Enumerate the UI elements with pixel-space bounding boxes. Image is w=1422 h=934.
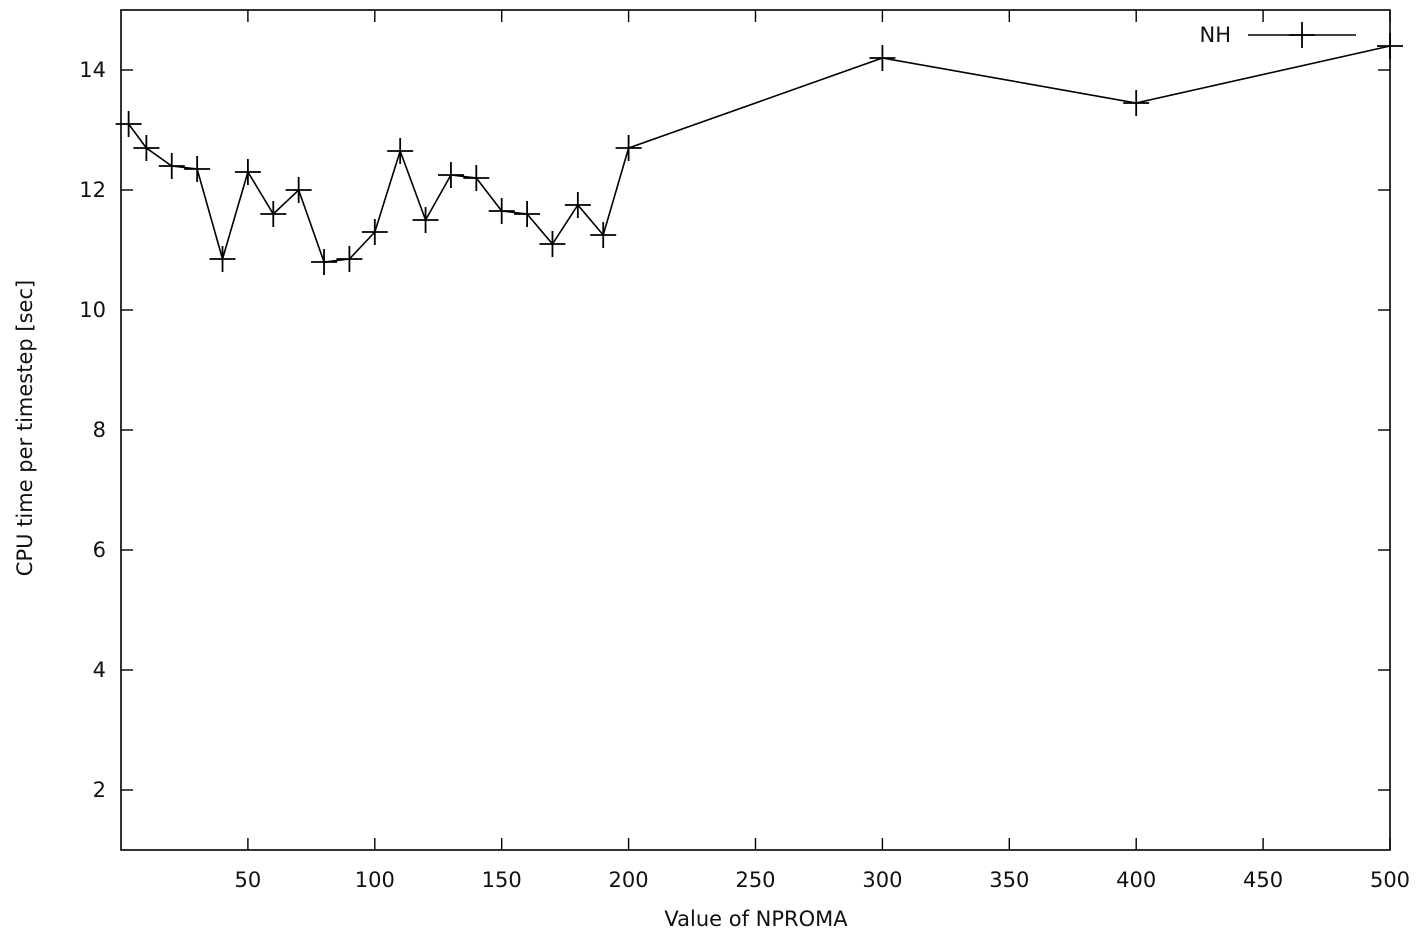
- data-point: [539, 231, 566, 257]
- x-tick-label: 350: [989, 868, 1029, 892]
- y-axis-title: CPU time per timestep [sec]: [13, 280, 37, 576]
- y-tick-label: 8: [93, 418, 106, 442]
- data-point: [260, 201, 287, 227]
- data-point: [133, 135, 160, 161]
- y-tick-label: 4: [93, 658, 106, 682]
- data-point: [387, 138, 414, 164]
- data-point: [564, 192, 591, 218]
- data-point: [615, 135, 642, 161]
- legend-marker: [1289, 22, 1315, 48]
- x-tick-label: 500: [1370, 868, 1410, 892]
- data-point: [234, 159, 261, 185]
- x-tick-label: 150: [482, 868, 522, 892]
- data-point: [209, 246, 236, 272]
- data-point: [463, 165, 490, 191]
- data-point: [488, 198, 515, 224]
- data-point: [590, 222, 617, 248]
- data-point: [336, 246, 363, 272]
- legend: NH: [1200, 23, 1232, 47]
- data-point: [412, 207, 439, 233]
- data-point: [437, 162, 464, 188]
- y-tick-label: 6: [93, 538, 106, 562]
- legend-label: NH: [1200, 23, 1232, 47]
- plot-frame: [120, 9, 1391, 851]
- x-tick-label: 50: [235, 868, 262, 892]
- x-tick-label: 100: [355, 868, 395, 892]
- y-tick-label: 12: [79, 178, 106, 202]
- data-point: [514, 201, 541, 227]
- data-point: [285, 177, 312, 203]
- x-tick-label: 400: [1116, 868, 1156, 892]
- data-point: [158, 153, 185, 179]
- x-tick-label: 300: [862, 868, 902, 892]
- data-point: [115, 111, 142, 137]
- y-tick-label: 10: [79, 298, 106, 322]
- plot-layer: 50 100 150 200 250 300 350 400 450 500 2 4 6 8 10 12 14: [79, 9, 1410, 892]
- x-tick-label: 200: [609, 868, 649, 892]
- data-point: [1377, 33, 1403, 59]
- data-point: [311, 249, 338, 275]
- y-tick-label: 2: [93, 778, 106, 802]
- data-point: [1123, 90, 1150, 116]
- x-tick-label: 250: [735, 868, 775, 892]
- y-tick-label: 14: [79, 58, 106, 82]
- data-point: [184, 156, 211, 182]
- data-point: [361, 219, 388, 245]
- data-point: [869, 45, 896, 71]
- x-tick-label: 450: [1243, 868, 1283, 892]
- x-axis-title: Value of NPROMA: [664, 907, 848, 931]
- series-line: [127, 45, 1391, 263]
